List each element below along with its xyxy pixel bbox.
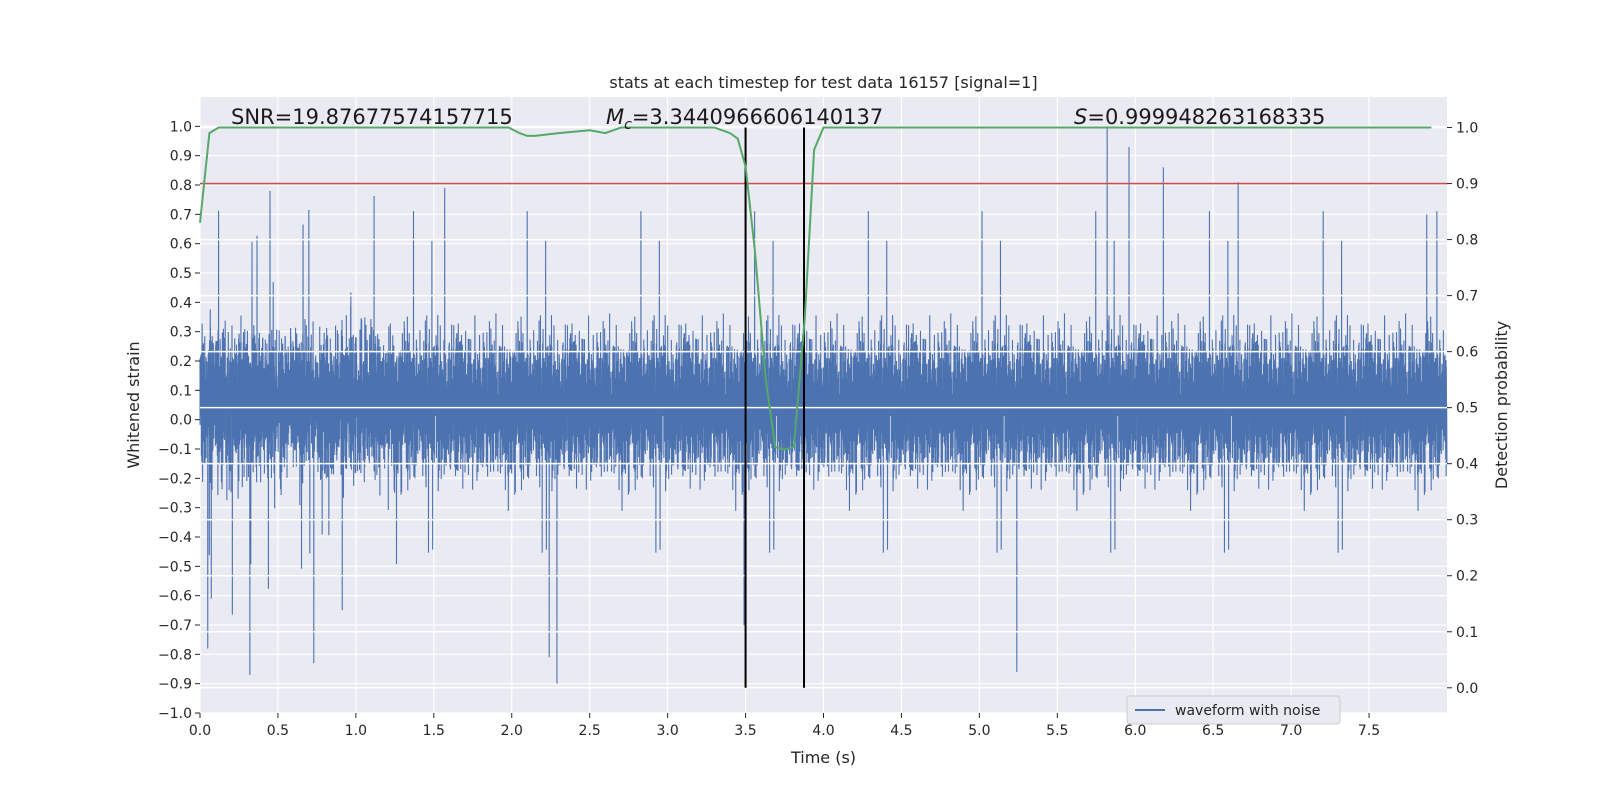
chirp-mass-subscript: c — [624, 117, 632, 133]
legend-box — [1126, 695, 1341, 725]
y-tick-label: −0.6 — [158, 589, 192, 605]
y2-tick-label: 0.2 — [1456, 569, 1478, 585]
x-tick-label: 6.5 — [1202, 723, 1224, 739]
y-tick-label: −0.5 — [158, 559, 192, 575]
y-tick-label: −0.4 — [158, 530, 192, 546]
y-tick-label: 0.1 — [170, 383, 192, 399]
y2-tick-label: 0.3 — [1456, 513, 1478, 529]
x-tick-label: 7.0 — [1280, 723, 1302, 739]
y-tick-label: 0.8 — [170, 178, 192, 194]
x-tick-label: 3.5 — [734, 723, 756, 739]
chirp-mass-value: =3.3440966606140137 — [632, 105, 883, 129]
y-tick-label: 0.7 — [170, 207, 192, 223]
x-tick-label: 0.0 — [189, 723, 211, 739]
overlay — [199, 126, 1447, 689]
y2-tick-label: 0.5 — [1456, 401, 1478, 417]
waveform-series — [199, 126, 1448, 684]
y-axis-label: Whitened strain — [124, 341, 143, 468]
y2-tick-label: 0.0 — [1456, 681, 1478, 697]
legend-entry-waveform: waveform with noise — [1175, 703, 1320, 719]
x-tick-label: 5.0 — [968, 723, 990, 739]
snr-annotation: SNR=19.87677574157715 — [231, 105, 513, 129]
y-tick-label: 0.5 — [170, 266, 192, 282]
x-tick-label: 1.5 — [423, 723, 445, 739]
y2-tick-label: 0.7 — [1456, 289, 1478, 305]
y-tick-label: 1.0 — [170, 119, 192, 135]
y-tick-label: 0.3 — [170, 325, 192, 341]
x-tick-label: 6.0 — [1124, 723, 1146, 739]
y2-axis-label: Detection probability — [1492, 321, 1511, 489]
y2-tick-label: 0.9 — [1456, 177, 1478, 193]
chirp-mass-annotation: Mc=3.3440966606140137 — [606, 105, 883, 133]
score-value: =0.999948263168335 — [1087, 105, 1325, 129]
left-axis: 1.0 0.9 0.8 0.7 0.6 0.5 0.4 0.3 0.2 0.1 0.0 −0.1 −0.… — [158, 119, 200, 722]
y-tick-label: −0.7 — [158, 618, 192, 634]
y-tick-label: 0.4 — [170, 295, 192, 311]
y-tick-label: −0.3 — [158, 501, 192, 517]
x-tick-label: 2.0 — [501, 723, 523, 739]
probability-line — [199, 126, 1432, 451]
y-tick-label: −0.9 — [158, 677, 192, 693]
chirp-mass-symbol: M — [606, 105, 624, 129]
y2-tick-label: 0.8 — [1456, 233, 1478, 249]
y2-tick-label: 1.0 — [1456, 121, 1478, 137]
y-tick-label: 0.2 — [170, 354, 192, 370]
x-tick-label: 7.5 — [1358, 723, 1380, 739]
y2-tick-label: 0.6 — [1456, 345, 1478, 361]
y2-tick-label: 0.1 — [1456, 625, 1478, 641]
y-tick-label: 0.9 — [170, 149, 192, 165]
x-tick-label: 4.5 — [890, 723, 912, 739]
y-tick-label: −0.1 — [158, 442, 192, 458]
score-symbol: S — [1074, 105, 1087, 129]
y-tick-label: −0.8 — [158, 647, 192, 663]
x-tick-label: 5.5 — [1046, 723, 1068, 739]
x-tick-label: 1.0 — [345, 723, 367, 739]
x-tick-label: 3.0 — [656, 723, 678, 739]
y-tick-label: 0.6 — [170, 237, 192, 253]
y-tick-label: −0.2 — [158, 471, 192, 487]
legend: waveform with noise — [1126, 695, 1341, 725]
score-annotation: S=0.999948263168335 — [1074, 105, 1325, 129]
y2-tick-label: 0.4 — [1456, 457, 1478, 473]
x-tick-label: 2.5 — [579, 723, 601, 739]
y-tick-label: −1.0 — [158, 706, 192, 722]
chart-title: stats at each timestep for test data 161… — [609, 73, 1037, 92]
right-axis: 1.0 0.9 0.8 0.7 0.6 0.5 0.4 0.3 0.2 0.1 0.0 — [1447, 121, 1478, 697]
waveform-line — [199, 126, 1448, 684]
x-tick-label: 4.0 — [812, 723, 834, 739]
x-axis-label: Time (s) — [790, 748, 856, 767]
y-tick-label: 0.0 — [170, 413, 192, 429]
x-tick-label: 0.5 — [267, 723, 289, 739]
